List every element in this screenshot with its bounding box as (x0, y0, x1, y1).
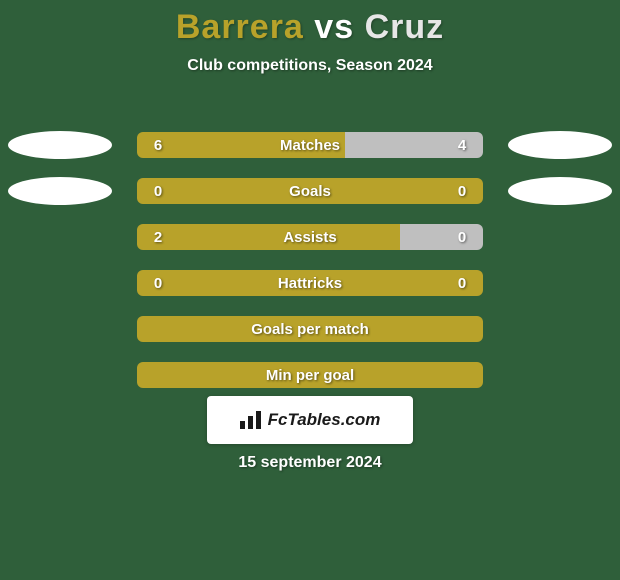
stat-bar: 0Hattricks0 (137, 270, 483, 296)
stat-label: Goals per match (137, 321, 483, 338)
team-marker-left (8, 131, 112, 159)
title-player2: Cruz (365, 8, 445, 46)
stat-label: Matches (137, 137, 483, 154)
stat-row: 0Hattricks0 (0, 260, 620, 306)
stat-bar-overlay: Min per goal (137, 362, 483, 388)
stat-label: Min per goal (137, 367, 483, 384)
stat-row: Min per goal (0, 352, 620, 398)
branding-text: FcTables.com (268, 410, 381, 430)
stat-bar: 2Assists0 (137, 224, 483, 250)
stat-row: 2Assists0 (0, 214, 620, 260)
stats-rows: 6Matches4 0Goals0 2Assists0 0Hattricks0 Goal… (0, 122, 620, 398)
stat-row: Goals per match (0, 306, 620, 352)
stat-label: Goals (137, 183, 483, 200)
stat-bar-overlay: 6Matches4 (137, 132, 483, 158)
comparison-card: Barrera vs Cruz Club competitions, Seaso… (0, 0, 620, 580)
team-marker-right (508, 177, 612, 205)
subtitle: Club competitions, Season 2024 (0, 57, 620, 75)
stat-bar: Goals per match (137, 316, 483, 342)
stat-bar: 6Matches4 (137, 132, 483, 158)
team-marker-left (8, 177, 112, 205)
footer-date: 15 september 2024 (0, 454, 620, 472)
stat-bar-overlay: 0Goals0 (137, 178, 483, 204)
team-marker-right (508, 131, 612, 159)
branding-badge: FcTables.com (207, 396, 413, 444)
stat-row: 0Goals0 (0, 168, 620, 214)
stat-bar: Min per goal (137, 362, 483, 388)
stat-bar-overlay: Goals per match (137, 316, 483, 342)
title-player1: Barrera (176, 8, 304, 46)
bar-chart-icon (240, 411, 262, 429)
stat-bar-overlay: 2Assists0 (137, 224, 483, 250)
stat-label: Hattricks (137, 275, 483, 292)
stat-row: 6Matches4 (0, 122, 620, 168)
stat-label: Assists (137, 229, 483, 246)
stat-bar-overlay: 0Hattricks0 (137, 270, 483, 296)
title-vs: vs (314, 8, 354, 46)
page-title: Barrera vs Cruz (0, 0, 620, 47)
stat-bar: 0Goals0 (137, 178, 483, 204)
